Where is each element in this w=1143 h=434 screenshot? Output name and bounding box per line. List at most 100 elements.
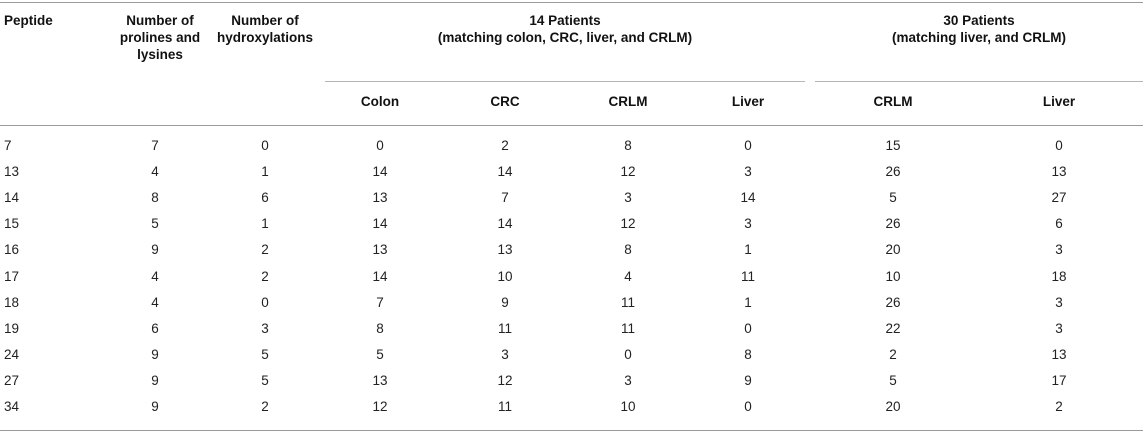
cell-peptide: 16: [4, 242, 20, 258]
cell-peptide: 34: [4, 399, 20, 414]
cell-crlm-30: 5: [889, 372, 897, 388]
cell-crlm-14: 11: [620, 294, 635, 310]
cell-liver-30: 3: [1055, 294, 1063, 310]
cell-hydroxylations: 3: [261, 320, 269, 336]
cell-crlm-14: 11: [620, 320, 635, 336]
group30-underline: [815, 81, 1143, 82]
cell-liver-14: 3: [744, 216, 752, 232]
cell-liver-30: 3: [1055, 320, 1063, 336]
cell-colon: 13: [372, 372, 388, 388]
cell-prolines: 4: [151, 164, 159, 180]
cell-hydroxylations: 2: [261, 399, 269, 414]
cell-crlm-30: 15: [885, 138, 901, 153]
cell-liver-30: 18: [1051, 268, 1067, 284]
cell-peptide: 17: [4, 268, 20, 284]
table-bottom-rule: [0, 430, 1143, 431]
cell-prolines: 7: [151, 138, 159, 153]
cell-crlm-30: 5: [889, 190, 897, 206]
cell-liver-30: 6: [1055, 216, 1063, 232]
cell-crlm-30: 26: [885, 294, 901, 310]
cell-liver-14: 0: [744, 399, 752, 414]
cell-liver-30: 13: [1051, 346, 1067, 362]
cell-crlm-30: 2: [889, 346, 897, 362]
cell-colon: 5: [376, 346, 384, 362]
cell-prolines: 9: [151, 242, 159, 258]
cell-colon: 13: [372, 242, 388, 258]
cell-crlm-30: 10: [885, 268, 901, 284]
cell-prolines: 9: [151, 399, 159, 414]
cell-colon: 0: [376, 138, 384, 153]
header-group-14-patients-desc: (matching colon, CRC, liver, and CRLM): [437, 30, 693, 45]
cell-liver-14: 0: [744, 320, 752, 336]
cell-prolines: 5: [151, 216, 159, 232]
cell-prolines: 9: [151, 346, 159, 362]
cell-prolines: 4: [151, 294, 159, 310]
cell-liver-14: 1: [744, 242, 752, 258]
cell-hydroxylations: 0: [261, 294, 269, 310]
cell-crlm-30: 20: [885, 242, 901, 258]
cell-liver-30: 2: [1055, 399, 1063, 414]
cell-liver-30: 3: [1055, 242, 1063, 258]
cell-colon: 8: [376, 320, 384, 336]
cell-crlm-30: 26: [885, 216, 901, 232]
cell-colon: 7: [376, 294, 384, 310]
cell-peptide: 13: [4, 164, 20, 180]
cell-crlm-14: 3: [624, 190, 632, 206]
cell-crlm-14: 10: [620, 399, 636, 414]
cell-liver-14: 14: [740, 190, 756, 206]
cell-colon: 14: [372, 216, 388, 232]
header-hydroxylations-line1: Number of: [231, 13, 299, 28]
group14-underline: [325, 81, 805, 82]
cell-liver-30: 13: [1051, 164, 1067, 180]
cell-crc: 12: [497, 372, 513, 388]
cell-crlm-30: 26: [885, 164, 901, 180]
cell-hydroxylations: 0: [261, 138, 269, 153]
subheader-crlm-14: CRLM: [608, 94, 648, 109]
header-peptide: Peptide: [4, 13, 53, 28]
table-top-rule: [0, 2, 1143, 3]
header-group-30-patients: 30 Patients: [943, 13, 1015, 28]
header-prolines-line2: prolines and: [119, 30, 201, 45]
cell-peptide: 18: [4, 294, 20, 310]
cell-prolines: 4: [151, 268, 159, 284]
cell-liver-14: 1: [744, 294, 752, 310]
header-bottom-rule: [0, 125, 1143, 126]
cell-crc: 3: [501, 346, 509, 362]
cell-colon: 12: [372, 399, 388, 414]
cell-crc: 11: [497, 320, 512, 336]
cell-hydroxylations: 2: [261, 268, 269, 284]
cell-peptide: 19: [4, 320, 20, 336]
cell-crlm-14: 8: [624, 242, 632, 258]
cell-crc: 2: [501, 138, 509, 153]
cell-peptide: 24: [4, 346, 20, 362]
cell-crlm-14: 8: [624, 138, 632, 153]
cell-crc: 13: [497, 242, 513, 258]
header-prolines-line1: Number of: [126, 13, 194, 28]
subheader-crc: CRC: [490, 94, 520, 109]
cell-hydroxylations: 5: [261, 372, 269, 388]
cell-crlm-14: 0: [624, 346, 632, 362]
cell-prolines: 8: [151, 190, 159, 206]
cell-crc: 9: [501, 294, 509, 310]
cell-prolines: 9: [151, 372, 159, 388]
cell-liver-14: 0: [744, 138, 752, 153]
cell-liver-14: 11: [740, 268, 755, 284]
cell-peptide: 27: [4, 372, 20, 388]
cell-hydroxylations: 6: [261, 190, 269, 206]
cell-crc: 11: [497, 399, 512, 414]
subheader-liver-14: Liver: [731, 94, 765, 109]
cell-crc: 14: [497, 164, 513, 180]
cell-crlm-14: 4: [624, 268, 632, 284]
cell-liver-14: 3: [744, 164, 752, 180]
cell-peptide: 7: [4, 138, 12, 153]
header-group-30-patients-desc: (matching liver, and CRLM): [891, 30, 1067, 45]
cell-hydroxylations: 2: [261, 242, 269, 258]
cell-liver-14: 9: [744, 372, 752, 388]
cell-crc: 7: [501, 190, 509, 206]
cell-crlm-14: 12: [620, 164, 636, 180]
cell-colon: 14: [372, 268, 388, 284]
cell-hydroxylations: 1: [261, 216, 269, 232]
cell-liver-14: 8: [744, 346, 752, 362]
header-prolines-line3: lysines: [137, 47, 183, 62]
cell-hydroxylations: 5: [261, 346, 269, 362]
